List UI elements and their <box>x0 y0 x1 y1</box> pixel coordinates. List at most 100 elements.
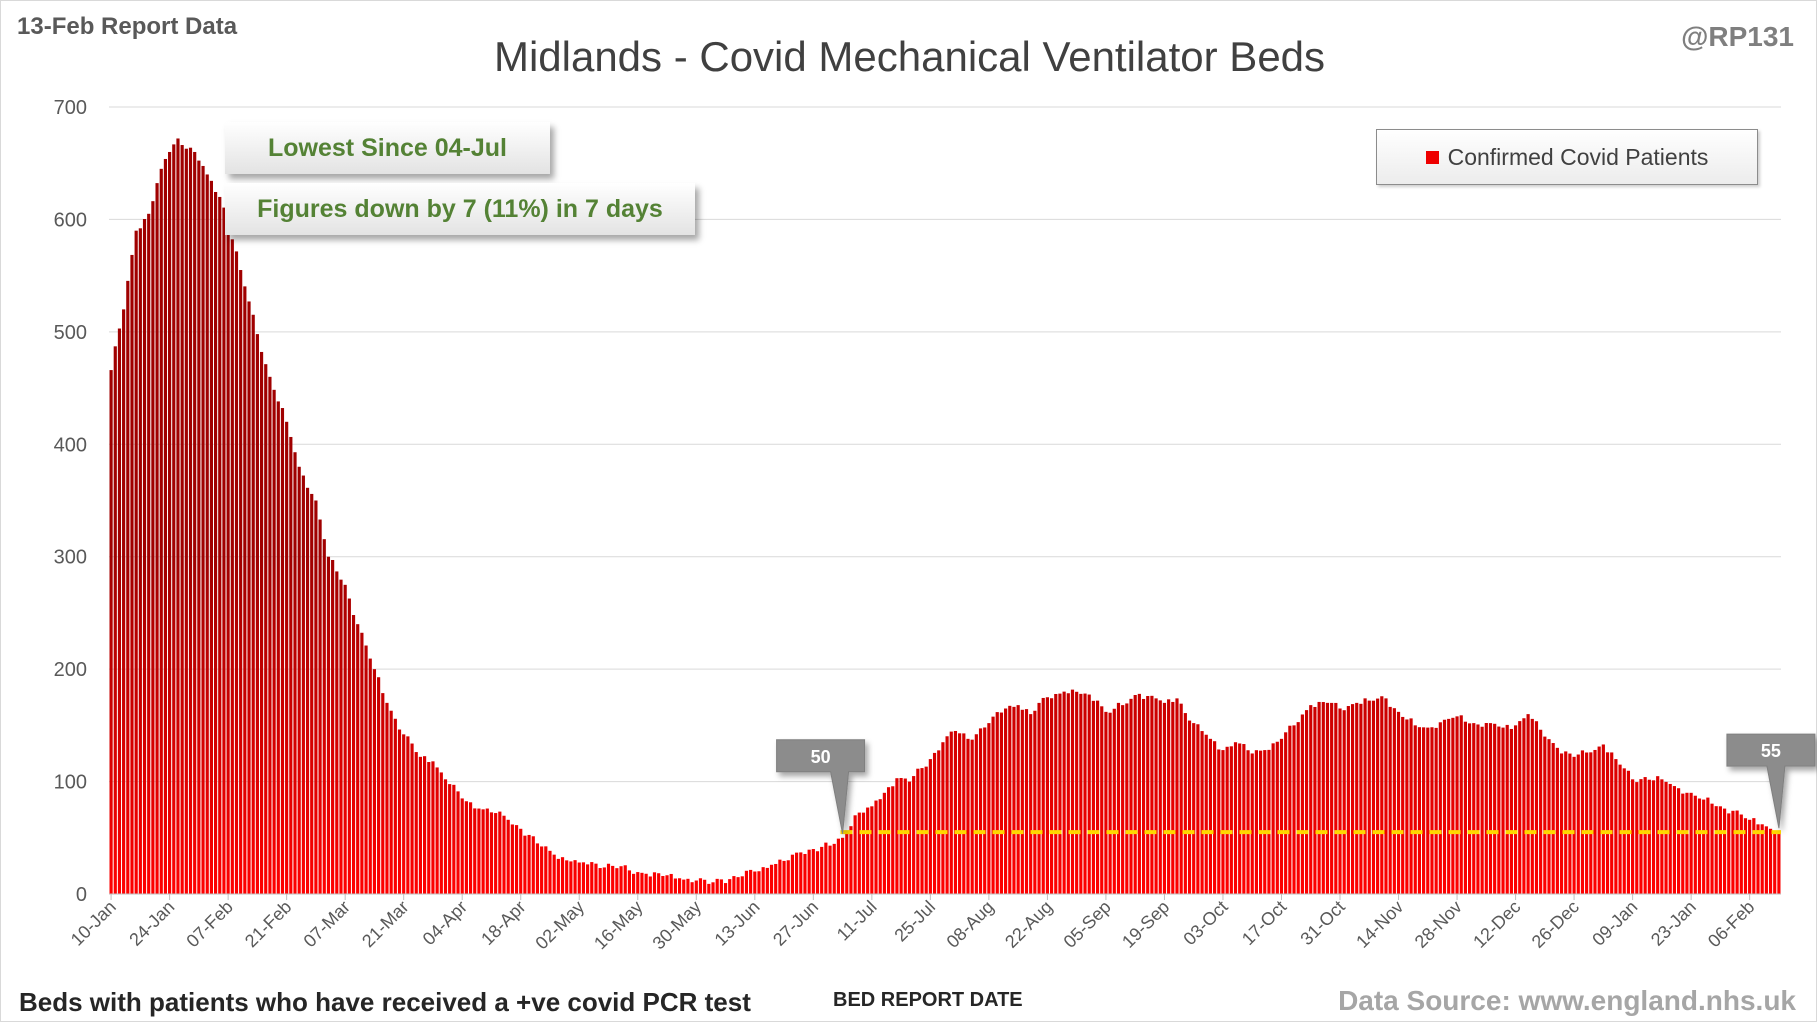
bar <box>498 811 502 894</box>
bar <box>736 877 740 894</box>
y-tick-label: 500 <box>54 322 87 344</box>
bar <box>962 733 966 894</box>
bar <box>581 862 586 894</box>
bar <box>540 846 544 894</box>
bar <box>1221 750 1225 894</box>
bar <box>1158 700 1162 894</box>
annotation-box <box>776 739 866 834</box>
bar <box>841 837 845 894</box>
bar <box>1075 691 1079 894</box>
bar <box>1764 826 1768 894</box>
bar <box>1451 717 1455 894</box>
bar <box>723 883 728 894</box>
bar <box>301 475 305 894</box>
bar <box>1179 703 1183 894</box>
bar <box>1714 806 1718 894</box>
bar <box>1104 711 1108 894</box>
bar <box>1455 716 1459 894</box>
bar <box>836 838 840 894</box>
bar <box>163 158 168 895</box>
bar <box>377 677 381 894</box>
bar <box>205 174 209 894</box>
bar <box>1187 720 1192 894</box>
bar <box>297 466 301 894</box>
bar <box>147 213 151 895</box>
bar <box>523 835 527 894</box>
bar <box>234 251 239 894</box>
bar <box>719 879 723 894</box>
x-tick-label: 04-Apr <box>419 897 471 949</box>
bar <box>1396 711 1401 894</box>
bar <box>1121 705 1125 894</box>
annotation-label: 50 <box>811 747 831 767</box>
bar <box>824 842 828 894</box>
bar <box>1426 727 1430 894</box>
bar <box>1250 753 1254 894</box>
bar <box>477 808 481 894</box>
x-tick-label: 27-Jun <box>769 897 822 950</box>
bar <box>673 878 677 894</box>
bar <box>1513 725 1518 894</box>
x-tick-label: 21-Feb <box>241 897 295 951</box>
bar <box>318 519 322 894</box>
bar <box>652 872 657 894</box>
bar <box>1434 727 1438 894</box>
bar <box>331 559 335 894</box>
bar <box>239 270 243 894</box>
bar <box>1447 718 1451 894</box>
bar <box>1334 702 1338 894</box>
x-tick-label: 16-May <box>590 897 647 954</box>
x-tick-label: 22-Aug <box>1001 897 1056 952</box>
bar <box>703 879 707 894</box>
bar <box>514 825 519 894</box>
bar <box>468 802 473 894</box>
bar <box>1534 721 1539 894</box>
bar <box>226 219 230 894</box>
bar <box>1317 701 1321 894</box>
bar <box>694 880 698 894</box>
bar <box>1647 779 1651 894</box>
bar <box>661 876 665 894</box>
bar <box>126 280 130 894</box>
bar <box>1681 793 1685 894</box>
bar <box>1547 739 1551 894</box>
bar <box>594 863 598 894</box>
annotation-callout <box>776 739 866 834</box>
legend: Confirmed Covid Patients <box>1376 129 1758 185</box>
bar <box>1087 694 1091 894</box>
bar <box>1225 746 1229 894</box>
bar <box>1175 698 1179 894</box>
bar <box>1739 814 1743 894</box>
bar <box>485 808 489 894</box>
bar <box>339 579 343 894</box>
bar <box>1710 803 1714 894</box>
bar <box>870 806 874 894</box>
bar <box>1200 731 1204 894</box>
x-tick-label: 19-Sep <box>1118 897 1173 952</box>
bar <box>1037 702 1041 894</box>
bar <box>1526 714 1530 894</box>
bar <box>1213 741 1217 894</box>
x-tick-label: 12-Dec <box>1469 897 1524 952</box>
bar <box>1693 795 1697 894</box>
bar <box>1167 699 1171 894</box>
bar <box>1668 783 1672 894</box>
bar <box>109 370 113 894</box>
bar <box>1279 738 1284 894</box>
bar <box>1246 750 1250 894</box>
bar <box>1376 698 1380 894</box>
bar <box>268 376 272 894</box>
bar <box>1095 700 1100 894</box>
bar <box>586 864 590 894</box>
bar <box>1743 818 1748 894</box>
bar <box>1405 719 1409 894</box>
bar <box>418 756 422 894</box>
bar <box>1024 709 1029 894</box>
bar <box>1677 788 1681 894</box>
bar <box>861 812 866 894</box>
bar <box>1777 832 1781 894</box>
x-tick-label: 25-Jul <box>890 897 939 946</box>
bar <box>1275 741 1279 894</box>
bar <box>811 849 815 894</box>
